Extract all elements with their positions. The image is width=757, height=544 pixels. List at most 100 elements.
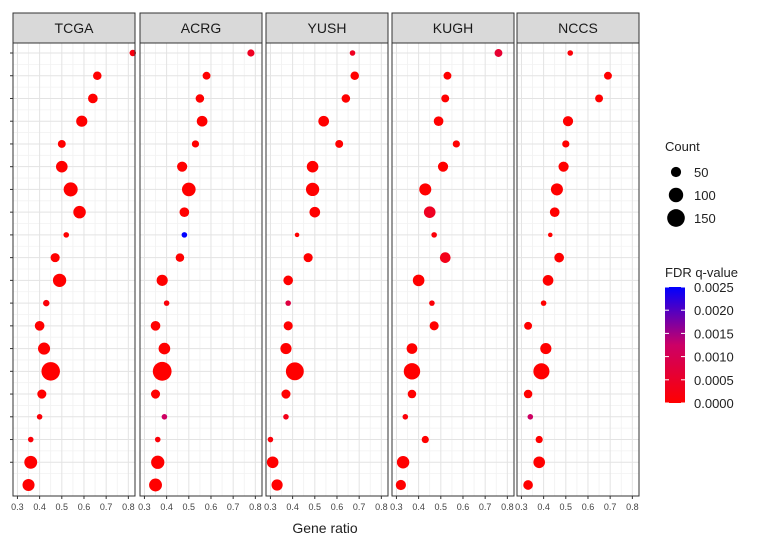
size-legend-key [668, 187, 684, 203]
color-legend-label: 0.0010 [694, 350, 734, 365]
data-point [395, 479, 406, 491]
x-tick-label: 0.8 [249, 502, 262, 512]
data-point [523, 480, 533, 490]
data-point [175, 253, 185, 262]
facet-strip-label: TCGA [55, 20, 95, 36]
x-tick-label: 0.7 [227, 502, 240, 512]
color-legend-label: 0.0015 [694, 326, 734, 341]
data-point [37, 389, 47, 399]
data-point [303, 253, 313, 263]
facet-panel-acrg: ACRG 0.3 0.4 0.5 0.6 0.7 0.8 [138, 12, 263, 512]
data-point [439, 252, 451, 263]
color-legend: FDR q-value 0.0025 0.0020 0.0015 0.0010 0.00… [665, 265, 738, 411]
data-point [27, 436, 34, 443]
data-point [285, 362, 304, 381]
x-tick-label: 0.6 [331, 502, 344, 512]
data-point [34, 321, 45, 331]
x-tick-label: 0.5 [560, 502, 573, 512]
data-point [429, 321, 439, 331]
data-point [181, 232, 188, 238]
panel-border [391, 42, 515, 497]
facet-strip [12, 12, 136, 44]
panel-background [517, 43, 639, 496]
x-tick-label: 0.7 [479, 502, 492, 512]
data-point [318, 115, 330, 127]
data-point [294, 232, 300, 238]
data-point [283, 414, 289, 420]
x-tick-label: 0.6 [582, 502, 595, 512]
data-point [547, 232, 553, 238]
data-point [129, 49, 137, 57]
data-point [281, 389, 291, 399]
x-tick-label: 0.7 [604, 502, 617, 512]
data-point [419, 183, 432, 196]
size-legend-label: 50 [694, 165, 708, 180]
data-point [412, 274, 425, 287]
data-point [196, 115, 208, 127]
data-point [63, 232, 70, 238]
data-point [179, 207, 190, 217]
data-point [149, 478, 162, 492]
data-point [158, 342, 171, 355]
x-tick-label: 0.4 [160, 502, 173, 512]
size-legend: Count 50 100 150 [665, 139, 716, 227]
data-point [562, 116, 574, 127]
data-point [76, 115, 88, 127]
data-point [271, 479, 283, 491]
x-tick-label: 0.8 [501, 502, 514, 512]
data-point [151, 455, 165, 469]
panel-border [265, 42, 389, 497]
x-tick-label: 0.4 [537, 502, 550, 512]
x-tick-label: 0.6 [457, 502, 470, 512]
data-point [55, 160, 68, 173]
x-tick-label: 0.5 [183, 502, 196, 512]
data-point [533, 363, 550, 380]
data-point [24, 455, 38, 469]
data-point [533, 456, 545, 469]
panel-border [12, 42, 136, 497]
panel-background [392, 43, 514, 496]
data-point [403, 363, 421, 380]
facet-strip [516, 12, 640, 44]
data-point [266, 456, 279, 469]
data-point [191, 140, 200, 148]
data-point [567, 50, 574, 56]
data-point [441, 94, 450, 103]
facet-strip-label: ACRG [181, 20, 221, 36]
data-point [150, 321, 161, 331]
data-point [407, 389, 417, 399]
facet-strip-label: KUGH [433, 20, 473, 36]
size-legend-label: 150 [694, 211, 716, 226]
data-point [423, 206, 436, 218]
facet-strip [139, 12, 263, 44]
data-point [181, 182, 196, 197]
panel-background [13, 43, 135, 496]
data-point [540, 300, 547, 306]
data-point [437, 161, 449, 172]
x-tick-label: 0.7 [100, 502, 113, 512]
data-point [540, 343, 552, 355]
facet-panel-yush: YUSH 0.3 0.4 0.5 0.6 0.7 0.8 [264, 12, 389, 512]
facet-strip-label: NCCS [558, 20, 598, 36]
x-tick-label: 0.5 [435, 502, 448, 512]
data-point [562, 140, 570, 148]
data-point [267, 436, 274, 443]
data-point [93, 71, 102, 80]
x-axis-label: Gene ratio [292, 520, 358, 536]
color-legend-bar [665, 287, 685, 403]
data-point [604, 71, 612, 80]
x-tick-label: 0.8 [626, 502, 639, 512]
data-point [57, 140, 66, 148]
x-tick-label: 0.6 [205, 502, 218, 512]
x-tick-label: 0.4 [286, 502, 299, 512]
data-point [309, 206, 321, 218]
facet-strip [265, 12, 389, 44]
data-point [43, 299, 50, 307]
data-point [396, 456, 410, 469]
data-point [156, 274, 168, 286]
data-point [452, 140, 460, 148]
data-point [22, 478, 35, 492]
data-point [402, 414, 409, 420]
data-point [161, 414, 168, 420]
data-point [177, 161, 188, 172]
